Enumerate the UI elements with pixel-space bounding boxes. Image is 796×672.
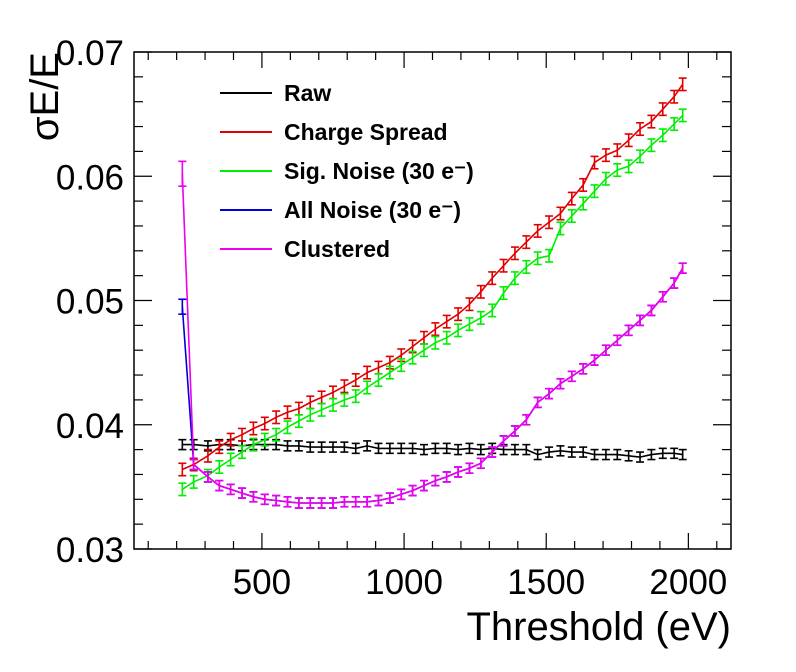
y-tick-label: 0.06 — [56, 158, 124, 197]
legend-label: Raw — [284, 80, 331, 106]
tick-labels: 500 1000 1500 2000 0.03 0.04 0.05 0.06 0.07 — [56, 34, 727, 602]
legend-label: Charge Spread — [284, 119, 448, 145]
legend-item: All Noise (30 e⁻) — [220, 197, 461, 223]
series-layer — [178, 77, 687, 509]
legend-label: Clustered — [284, 236, 390, 262]
legend: Raw Charge Spread Sig. Noise (30 e⁻) All No… — [220, 80, 474, 262]
x-tick-label: 1500 — [507, 563, 585, 602]
series-charge-spread — [178, 77, 687, 477]
y-axis-label: σE/E — [23, 52, 67, 141]
series-sig-noise-30-e — [178, 108, 687, 497]
x-tick-label: 500 — [233, 563, 291, 602]
x-tick-label: 1000 — [365, 563, 443, 602]
legend-label: All Noise (30 e⁻) — [284, 197, 461, 223]
legend-item: Charge Spread — [220, 119, 448, 145]
y-tick-label: 0.04 — [56, 407, 124, 446]
series-raw — [178, 438, 687, 463]
x-axis-label: Threshold (eV) — [466, 605, 731, 649]
legend-item: Raw — [220, 80, 331, 106]
legend-item: Clustered — [220, 236, 390, 262]
plot-frame — [133, 51, 732, 550]
legend-label: Sig. Noise (30 e⁻) — [284, 158, 474, 184]
y-tick-label: 0.07 — [56, 34, 124, 73]
x-tick-label: 2000 — [649, 563, 727, 602]
legend-item: Sig. Noise (30 e⁻) — [220, 158, 474, 184]
series-clustered — [178, 160, 687, 509]
y-tick-label: 0.03 — [56, 531, 124, 570]
y-tick-label: 0.05 — [56, 283, 124, 322]
